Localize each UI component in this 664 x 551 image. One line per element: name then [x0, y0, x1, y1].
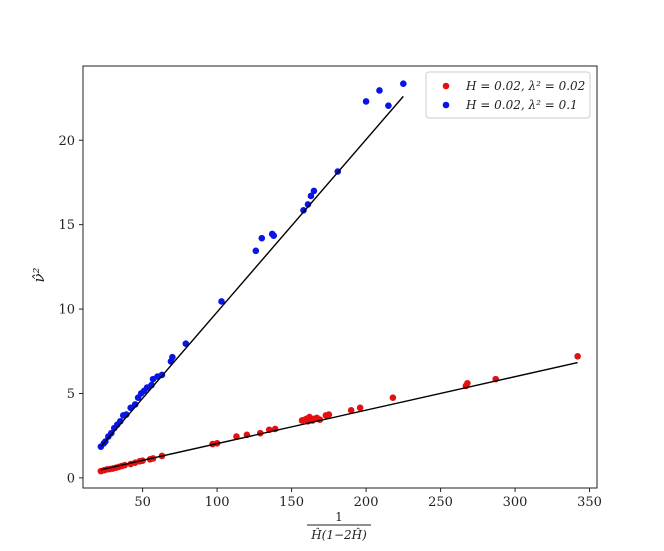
- x-tick-label: 250: [428, 495, 453, 510]
- y-axis-label: ν̂²: [30, 267, 48, 282]
- x-tick-label: 50: [134, 495, 151, 510]
- data-point-blue: [218, 298, 225, 305]
- y-tick-label: 15: [58, 218, 75, 233]
- data-point-red: [325, 411, 333, 418]
- svg-text:Ĥ(1−2Ĥ): Ĥ(1−2Ĥ): [310, 527, 367, 542]
- legend-label-red-series: H = 0.02, λ² = 0.02: [465, 79, 585, 93]
- data-point-red: [574, 353, 581, 360]
- x-axis: 50 100 150 200 250 300 350: [134, 488, 602, 510]
- data-point-blue: [270, 232, 278, 239]
- series-red: [97, 353, 581, 475]
- series-blue: [97, 80, 407, 450]
- svg-text:1: 1: [335, 510, 343, 524]
- x-axis-label: 1 Ĥ(1−2Ĥ): [307, 510, 371, 542]
- data-point-red: [389, 394, 397, 401]
- data-point-red: [347, 407, 355, 414]
- data-point-blue: [362, 98, 370, 105]
- y-tick-label: 20: [58, 134, 75, 149]
- x-tick-label: 300: [503, 495, 528, 510]
- y-axis: 0 5 10 15 20: [58, 134, 83, 486]
- fit-line-red: [100, 361, 578, 471]
- data-point-blue: [252, 247, 260, 255]
- x-tick-label: 350: [577, 495, 602, 510]
- data-point-blue: [400, 80, 407, 88]
- data-point-blue: [376, 87, 383, 94]
- data-point-blue: [304, 201, 312, 208]
- data-point-red: [356, 404, 364, 412]
- data-point-blue: [307, 192, 315, 200]
- data-point-blue: [385, 102, 392, 109]
- y-tick-label: 0: [67, 471, 75, 486]
- data-point-red: [464, 380, 471, 387]
- x-tick-label: 150: [279, 495, 304, 510]
- legend: H = 0.02, λ² = 0.02 H = 0.02, λ² = 0.1: [425, 71, 591, 119]
- y-tick-label: 5: [67, 387, 75, 402]
- data-point-blue: [108, 429, 115, 437]
- data-point-blue: [310, 187, 318, 195]
- data-point-red: [233, 433, 240, 440]
- plot-frame: [82, 65, 598, 489]
- x-tick-label: 100: [205, 495, 230, 510]
- x-tick-label: 200: [354, 495, 379, 510]
- legend-swatch-blue: [442, 101, 450, 109]
- data-point-blue: [300, 207, 307, 214]
- legend-swatch-red: [442, 82, 450, 90]
- legend-label-blue-series: H = 0.02, λ² = 0.1: [465, 98, 578, 112]
- data-point-blue: [258, 234, 266, 242]
- legend-box: [425, 71, 591, 119]
- data-point-blue: [169, 353, 176, 361]
- plot-area: [97, 80, 581, 475]
- y-tick-label: 10: [58, 303, 75, 318]
- fit-line-blue: [100, 95, 404, 448]
